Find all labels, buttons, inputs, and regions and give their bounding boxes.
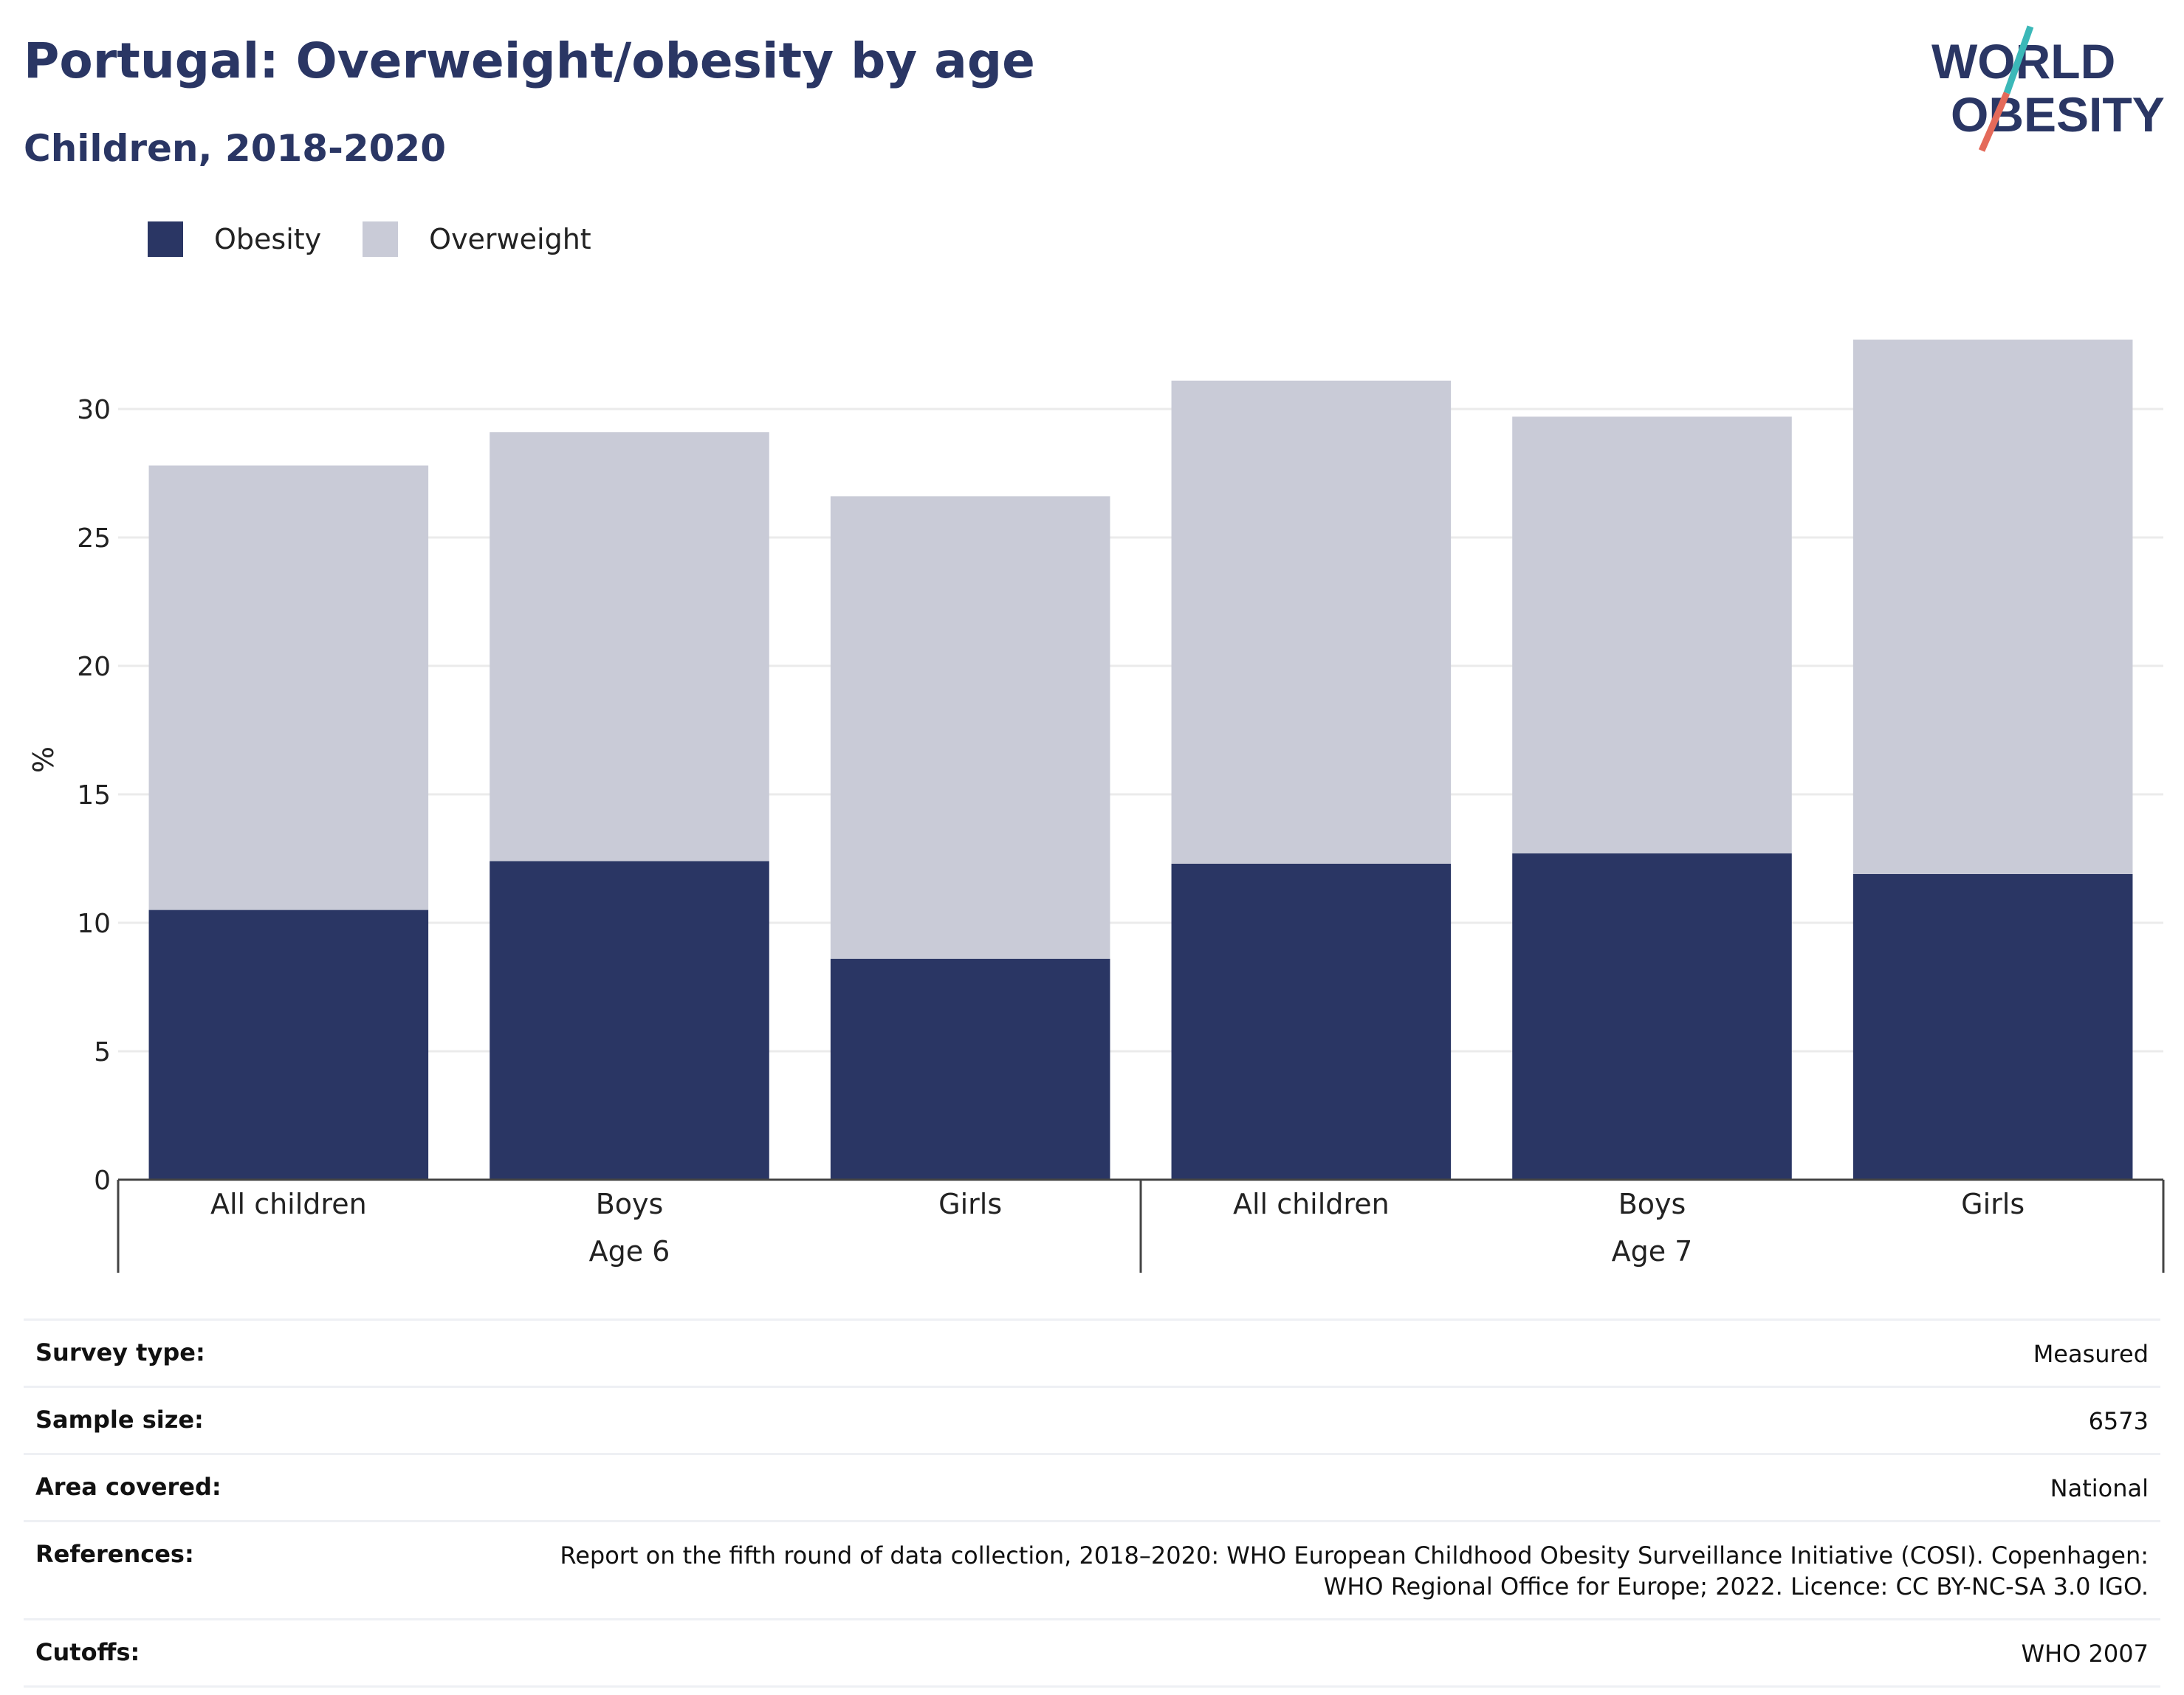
bar-overweight-5 bbox=[1852, 340, 2133, 874]
bar-overweight-3 bbox=[1171, 380, 1452, 864]
x-tick-label: Boys bbox=[596, 1188, 664, 1220]
y-tick-label: 5 bbox=[94, 1037, 111, 1067]
info-row: Cutoffs: WHO 2007 bbox=[24, 1618, 2160, 1688]
info-value: 6573 bbox=[2088, 1407, 2149, 1435]
y-tick-label: 15 bbox=[77, 780, 111, 811]
info-value: Measured bbox=[2033, 1340, 2149, 1368]
info-row: Survey type: Measured bbox=[24, 1318, 2160, 1386]
info-table: Survey type: Measured Sample size: 6573 Area… bbox=[24, 1318, 2160, 1688]
y-tick-label: 10 bbox=[77, 909, 111, 939]
x-tick-label: All children bbox=[1233, 1188, 1390, 1220]
info-key: Area covered: bbox=[35, 1473, 222, 1501]
info-value: WHO 2007 bbox=[2021, 1640, 2149, 1668]
info-row: Area covered: National bbox=[24, 1453, 2160, 1520]
x-tick-label: Boys bbox=[1618, 1188, 1686, 1220]
stacked-bar-chart: 0 5 10 15 20 25 30% All children Boys Girls All ch… bbox=[27, 340, 2165, 1273]
chart-subtitle: Children, 2018-2020 bbox=[24, 127, 446, 170]
chart-title: Portugal: Overweight/obesity by age bbox=[24, 32, 1035, 89]
bar-overweight-1 bbox=[490, 432, 769, 862]
logo-line-2: OBESITY bbox=[1951, 87, 2165, 142]
info-key: References: bbox=[35, 1540, 194, 1568]
bar-obesity-5 bbox=[1852, 873, 2133, 1180]
bar-overweight-4 bbox=[1512, 416, 1792, 854]
legend-label-obesity: Obesity bbox=[214, 223, 322, 255]
y-tick-label: 25 bbox=[77, 523, 111, 554]
logo-slash-coral bbox=[1978, 92, 2010, 152]
legend-label-overweight: Overweight bbox=[429, 223, 591, 255]
y-axis-label: % bbox=[27, 746, 60, 773]
bar-overweight-0 bbox=[148, 465, 429, 910]
x-tick-label: Girls bbox=[938, 1188, 1002, 1220]
info-row: References: Report on the fifth round of … bbox=[24, 1520, 2160, 1618]
y-tick-label: 20 bbox=[77, 652, 111, 682]
y-tick-label: 30 bbox=[77, 395, 111, 425]
bar-obesity-0 bbox=[148, 910, 429, 1180]
info-row: Sample size: 6573 bbox=[24, 1386, 2160, 1453]
info-value: National bbox=[2050, 1474, 2149, 1502]
bar-obesity-3 bbox=[1171, 863, 1452, 1180]
info-value: Report on the fifth round of data collec… bbox=[560, 1541, 2149, 1601]
legend-item-obesity[interactable]: Obesity bbox=[148, 221, 321, 257]
legend: Obesity Overweight bbox=[148, 220, 633, 258]
bar-obesity-1 bbox=[490, 861, 769, 1180]
legend-item-overweight[interactable]: Overweight bbox=[363, 221, 591, 257]
world-obesity-logo: WORLD OBESITY bbox=[1931, 25, 2165, 152]
x-group-label: Age 7 bbox=[1612, 1235, 1693, 1268]
legend-swatch-obesity bbox=[148, 221, 183, 257]
info-key: Cutoffs: bbox=[35, 1638, 140, 1666]
legend-swatch-overweight bbox=[363, 221, 399, 257]
x-tick-label: All children bbox=[210, 1188, 367, 1220]
logo-slash-teal bbox=[2003, 25, 2034, 94]
bar-overweight-2 bbox=[830, 496, 1110, 959]
x-tick-label: Girls bbox=[1961, 1188, 2025, 1220]
x-group-label: Age 6 bbox=[589, 1235, 670, 1268]
bar-obesity-2 bbox=[830, 958, 1110, 1180]
info-key: Sample size: bbox=[35, 1406, 204, 1434]
y-tick-label: 0 bbox=[94, 1166, 111, 1196]
info-key: Survey type: bbox=[35, 1338, 205, 1366]
bar-obesity-4 bbox=[1512, 853, 1792, 1180]
